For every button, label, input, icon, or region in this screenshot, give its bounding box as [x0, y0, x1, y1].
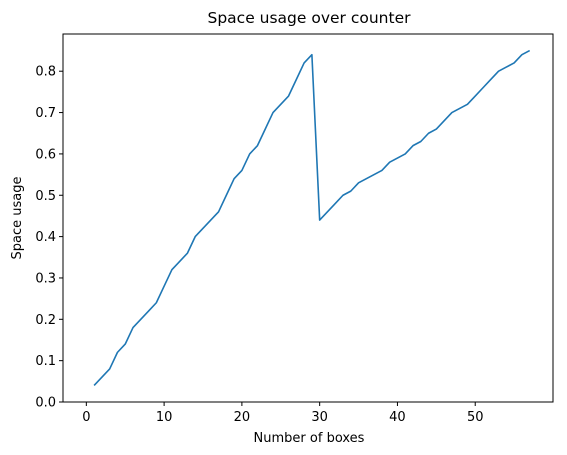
y-tick-label: 0.2	[35, 313, 56, 328]
x-axis-ticks: 0 10 20 30 40 50	[82, 402, 483, 425]
x-tick-label: 40	[389, 410, 406, 425]
chart-title: Space usage over counter	[208, 9, 412, 27]
y-tick-label: 0.3	[35, 271, 56, 286]
axes-layer	[62, 33, 554, 403]
x-tick-label: 0	[82, 410, 90, 425]
x-tick-label: 30	[311, 410, 328, 425]
y-tick-label: 0.6	[35, 147, 56, 162]
x-tick-label: 10	[156, 410, 173, 425]
y-tick-label: 0.7	[35, 106, 56, 121]
y-axis-label: Space usage	[10, 177, 25, 260]
series-line	[93, 49, 531, 387]
plot-area: 0 10 20 30 40 50 0.0 0.1 0.2 0.3 0.4 0.5 0.6 0.7 0.8	[35, 33, 554, 425]
x-tick-label: 20	[234, 410, 251, 425]
x-axis-label: Number of boxes	[254, 431, 365, 446]
series-layer	[93, 49, 531, 387]
x-tick-label: 50	[467, 410, 484, 425]
y-tick-label: 0.8	[35, 65, 56, 80]
y-tick-label: 0.5	[35, 189, 56, 204]
y-tick-label: 0.4	[35, 230, 56, 245]
axes-frame	[62, 33, 554, 403]
y-tick-label: 0.1	[35, 354, 56, 369]
y-axis-ticks: 0.0 0.1 0.2 0.3 0.4 0.5 0.6 0.7 0.8	[35, 65, 63, 411]
y-tick-label: 0.0	[35, 396, 56, 411]
